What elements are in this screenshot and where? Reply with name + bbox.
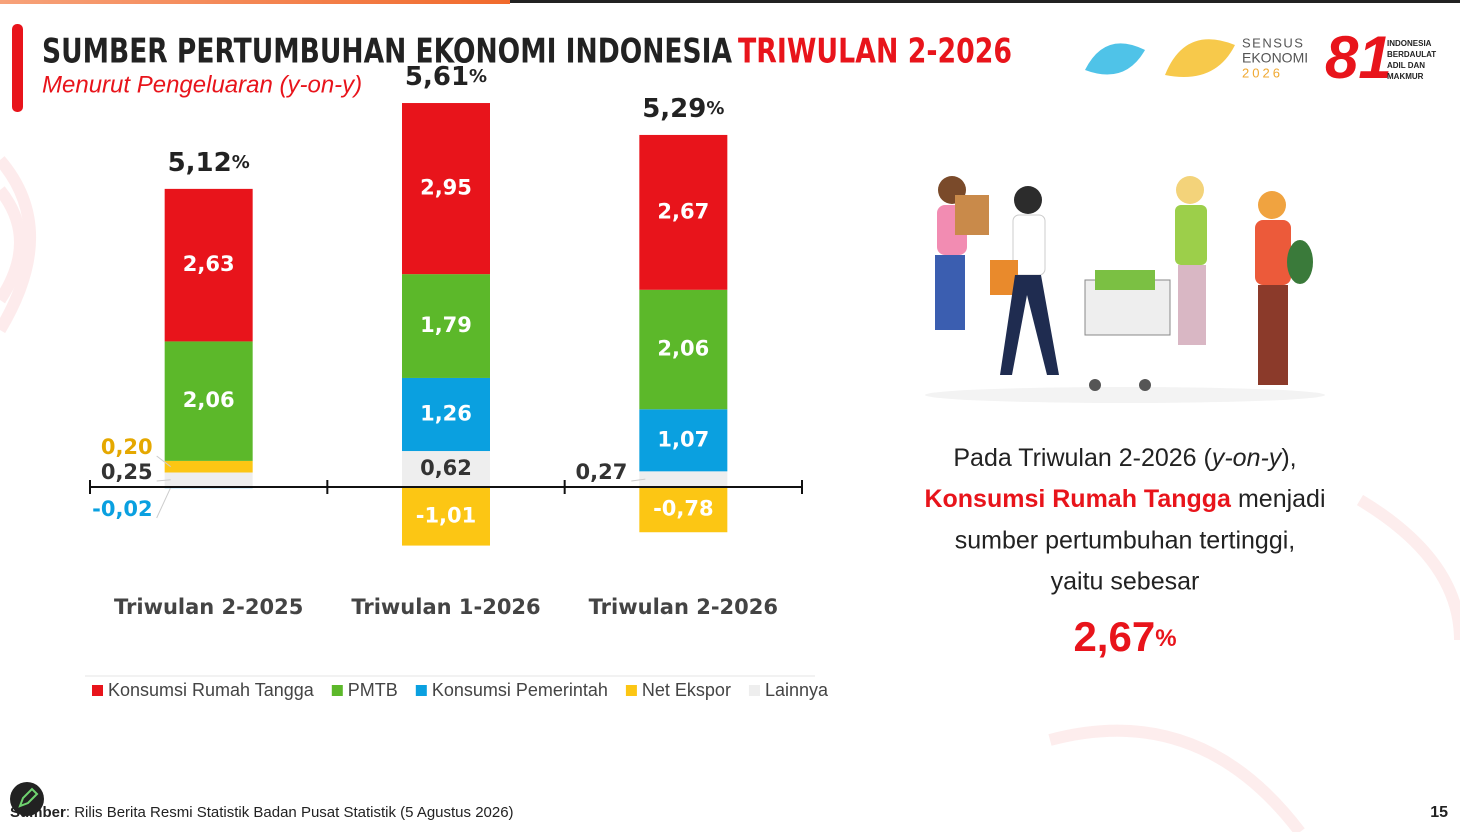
summary-unit: %	[1155, 625, 1176, 652]
value-label: -0,02	[92, 497, 153, 521]
leader-line	[631, 478, 646, 482]
edit-icon	[18, 787, 39, 808]
total-value: 5,29	[642, 93, 706, 123]
logos: SENSUS EKONOMI 2026 81 INDONESIA BERDAUL…	[1085, 24, 1436, 91]
logo-text: MAKMUR	[1387, 72, 1424, 81]
legend-label: PMTB	[348, 680, 398, 700]
legend-swatch	[92, 685, 103, 696]
total-label: 5,29%	[642, 93, 724, 123]
value-label: 1,26	[420, 402, 472, 426]
legend-label: Net Ekspor	[642, 680, 731, 700]
summary: Pada Triwulan 2-2026 (y-on-y), Konsumsi …	[924, 444, 1325, 660]
bar-segment	[402, 377, 490, 452]
bar-segment	[164, 472, 253, 487]
value-label: 1,79	[420, 313, 472, 337]
page-number: 15	[1430, 804, 1448, 821]
summary-text: menjadi	[1238, 485, 1326, 513]
legend-label: Konsumsi Pemerintah	[432, 680, 608, 700]
summary-line: Pada Triwulan 2-2026 (y-on-y),	[953, 444, 1296, 472]
bar-segment	[639, 289, 728, 410]
top-accent	[0, 0, 510, 4]
total-unit: %	[232, 152, 250, 173]
value-label: 2,95	[420, 176, 472, 200]
bar-segment	[402, 274, 490, 378]
summary-line: sumber pertumbuhan tertinggi,	[955, 527, 1295, 555]
legend-swatch	[331, 685, 343, 696]
total-value: 5,12	[168, 147, 232, 177]
summary-text: Pada Triwulan 2-2026 (	[953, 444, 1212, 472]
value-label: 2,63	[183, 252, 235, 276]
summary-line: Konsumsi Rumah Tangga menjadi	[924, 485, 1325, 513]
header-bar	[12, 24, 23, 112]
summary-text: ),	[1281, 444, 1296, 472]
bar-segment	[639, 487, 728, 533]
value-label: 0,25	[101, 460, 153, 484]
value-label: 1,07	[657, 427, 709, 451]
legend-swatch	[625, 685, 637, 696]
value-label: -0,78	[653, 497, 714, 521]
logo-81: 81	[1325, 24, 1392, 91]
logo-text: SENSUS	[1242, 35, 1304, 50]
summary-line: yaitu sebesar	[1051, 568, 1200, 596]
bar-segment	[639, 471, 728, 487]
x-tick-label: Triwulan 2-2026	[589, 595, 778, 619]
bar-segment	[639, 134, 728, 290]
logo-text: EKONOMI	[1242, 50, 1308, 66]
decoration	[0, 156, 1460, 832]
source-text: : Rilis Berita Resmi Statistik Badan Pus…	[66, 804, 514, 821]
bar-segment	[402, 103, 490, 275]
value-label: 0,62	[420, 456, 472, 480]
value-label: -1,01	[416, 503, 477, 527]
title: SUMBER PERTUMBUHAN EKONOMI INDONESIA	[42, 32, 733, 72]
leader-line	[156, 455, 171, 468]
value-label: 0,27	[576, 460, 628, 484]
subtitle: Menurut Pengeluaran (y-on-y)	[42, 71, 362, 98]
total-unit: %	[706, 98, 724, 119]
leader-line	[156, 479, 171, 482]
bar-segment	[164, 460, 253, 473]
legend-swatch	[748, 685, 760, 696]
logo-text: BERDAULAT	[1387, 50, 1436, 59]
title-highlight: TRIWULAN 2-2026	[738, 32, 1012, 72]
legend-label: Lainnya	[765, 680, 829, 700]
illustration	[925, 176, 1325, 403]
leader-line	[156, 487, 172, 519]
summary-value-line: 2,67%	[1073, 613, 1176, 660]
legend-swatch	[415, 685, 427, 696]
logo-se	[1165, 39, 1235, 77]
footer-source: Sumber: Rilis Berita Resmi Statistik Bad…	[10, 804, 514, 821]
logo-bps	[1085, 43, 1145, 75]
value-label: 2,06	[183, 388, 235, 412]
summary-italic: y-on-y	[1210, 444, 1283, 472]
logo-text: ADIL DAN	[1387, 61, 1425, 70]
summary-highlight: Konsumsi Rumah Tangga	[924, 485, 1232, 513]
bar-segment	[402, 487, 490, 546]
bar-segment	[164, 341, 253, 461]
total-label: 5,61%	[405, 62, 487, 92]
edit-button[interactable]	[10, 782, 44, 816]
total-unit: %	[469, 66, 487, 87]
x-tick-label: Triwulan 1-2026	[351, 595, 540, 619]
bar-segment	[164, 188, 253, 342]
x-tick-label: Triwulan 2-2025	[114, 595, 303, 619]
chart: 0,250,20 -0,02 2,06 2,63 5,12% Triwulan 2-202…	[85, 62, 829, 700]
bar-segment	[639, 409, 728, 472]
logo-text: 2026	[1242, 65, 1283, 80]
value-label: 0,20	[101, 435, 153, 459]
top-line	[510, 0, 1460, 3]
logo-text: INDONESIA	[1387, 39, 1432, 48]
bar-segment	[402, 451, 490, 487]
value-label: 2,06	[657, 337, 709, 361]
legend-label: Konsumsi Rumah Tangga	[108, 680, 315, 700]
total-label: 5,12%	[168, 147, 250, 177]
total-value: 5,61	[405, 62, 469, 92]
summary-value: 2,67	[1073, 613, 1155, 660]
value-label: 2,67	[657, 199, 709, 223]
